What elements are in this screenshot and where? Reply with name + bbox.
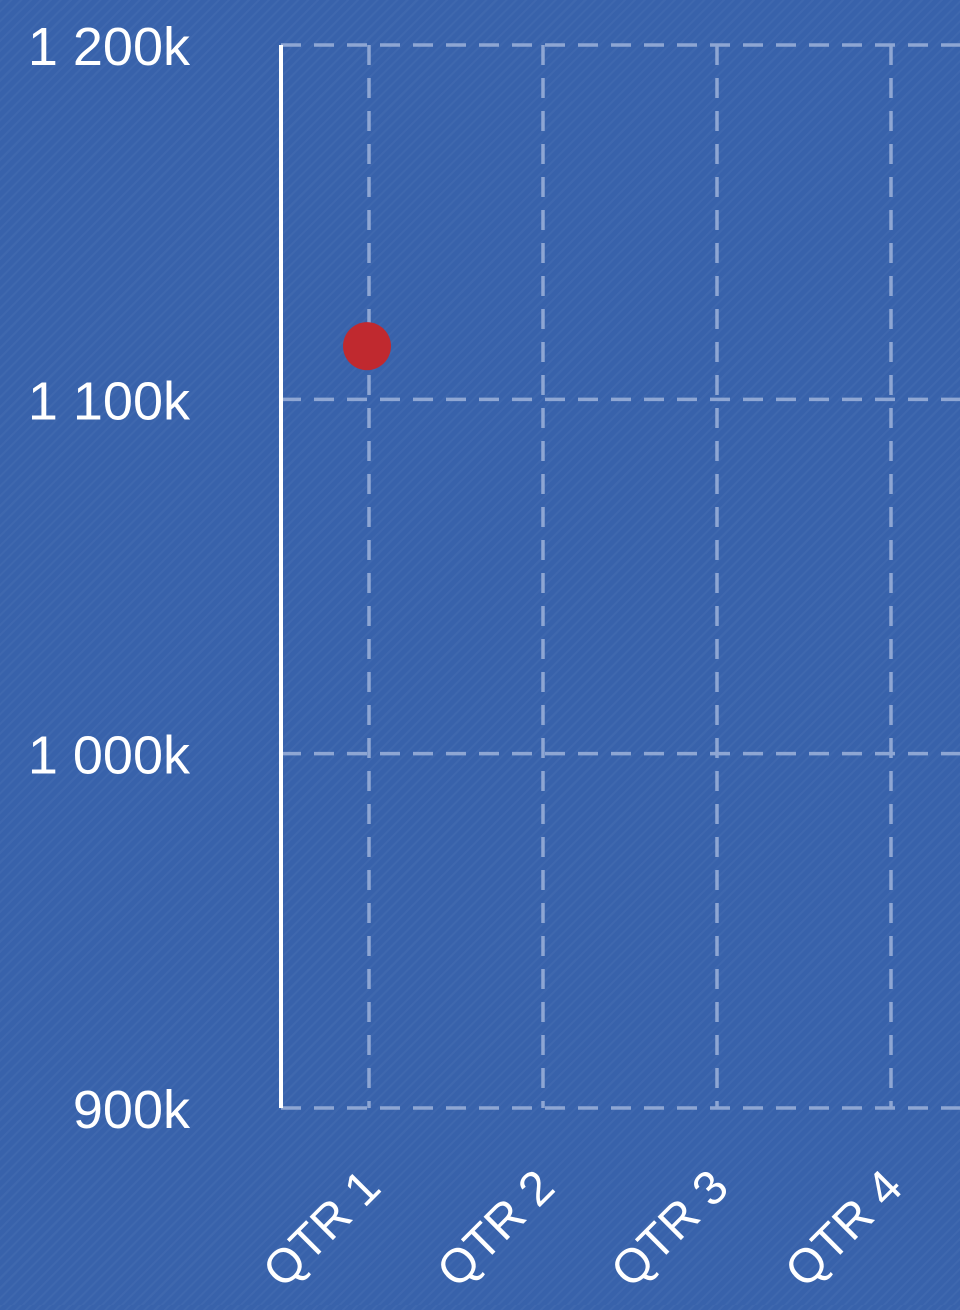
y-tick-label: 1 000k	[28, 726, 191, 786]
y-tick-label: 1 200k	[28, 17, 191, 77]
x-tick-label: QTR 2	[427, 1160, 564, 1297]
label-layer: 900k 1 000k 1 100k 1 200k QTR 1 QTR 2 QTR 3 QTR…	[28, 17, 913, 1298]
y-tick-label: 1 100k	[28, 371, 191, 431]
x-tick-label: QTR 3	[601, 1160, 738, 1297]
data-point	[343, 322, 391, 371]
x-tick-label: QTR 1	[253, 1160, 390, 1297]
grid-layer	[281, 43, 960, 1110]
point-layer	[343, 322, 391, 371]
x-tick-label: QTR 4	[775, 1160, 912, 1297]
y-tick-label: 900k	[73, 1080, 191, 1140]
